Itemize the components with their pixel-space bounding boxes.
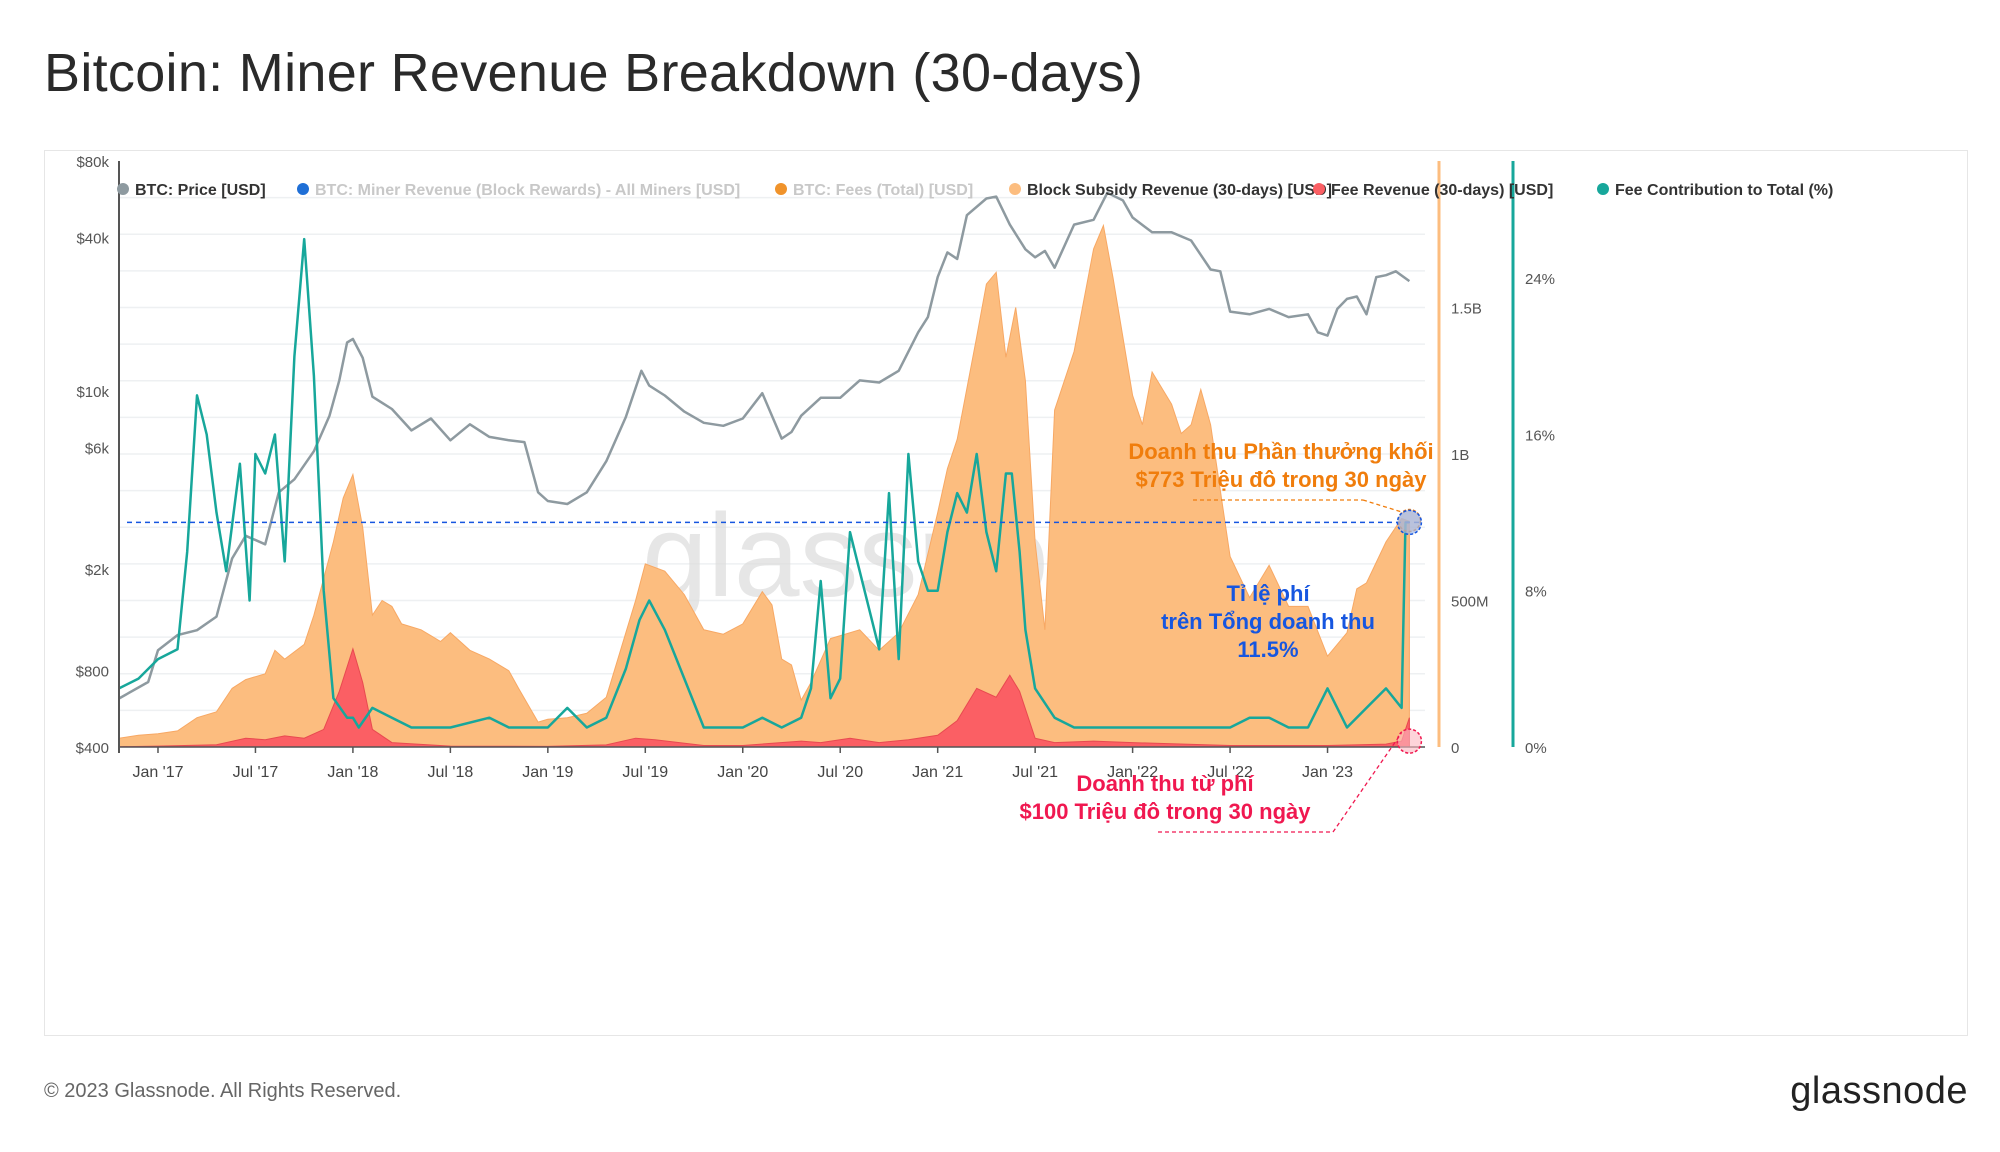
legend-label: Fee Contribution to Total (%) bbox=[1615, 182, 1833, 199]
x-tick-label: Jul '17 bbox=[233, 764, 279, 781]
fee-revenue-endpoint-marker bbox=[1396, 728, 1423, 754]
x-tick-label: Jul '22 bbox=[1207, 764, 1253, 781]
legend-item-fee-contribution-to-total[interactable]: Fee Contribution to Total (%) bbox=[1597, 182, 1833, 199]
area-layer bbox=[118, 223, 1410, 748]
legend-item-btc-fees-total-usd[interactable]: BTC: Fees (Total) [USD] bbox=[775, 182, 973, 199]
left-tick-label: $400 bbox=[76, 740, 109, 757]
right-tick-label: 0% bbox=[1525, 740, 1547, 757]
right-tick-label: 16% bbox=[1525, 427, 1555, 444]
left-tick-label: $80k bbox=[76, 154, 109, 171]
chart-container: glassnode $400 $800 $2k $6k $10k $40k $80k 0 500… bbox=[44, 150, 1968, 1036]
x-tick-label: Jan '20 bbox=[717, 764, 768, 781]
footer-copyright: © 2023 Glassnode. All Rights Reserved. bbox=[44, 1080, 402, 1102]
x-tick-label: Jan '18 bbox=[327, 764, 378, 781]
x-tick-label: Jul '21 bbox=[1012, 764, 1058, 781]
btc-price-line bbox=[118, 191, 1411, 700]
page-title: Bitcoin: Miner Revenue Breakdown (30-day… bbox=[44, 43, 1144, 103]
right-tick-label: 24% bbox=[1525, 271, 1555, 288]
x-tick-label: Jan '23 bbox=[1302, 764, 1353, 781]
left-tick-label: $2k bbox=[85, 562, 110, 579]
x-tick-label: Jan '22 bbox=[1107, 764, 1158, 781]
x-tick-label: Jan '21 bbox=[912, 764, 963, 781]
right-tick-label: 8% bbox=[1525, 584, 1547, 601]
annotation-text: Doanh thu Phần thưởng khối bbox=[1128, 439, 1433, 464]
legend-item-btc-miner-revenue-block-rewards-all-mine[interactable]: BTC: Miner Revenue (Block Rewards) - All… bbox=[297, 182, 740, 199]
annotation-text: $100 Triệu đô trong 30 ngày bbox=[1020, 799, 1312, 824]
fee-ratio-endpoint-marker bbox=[1396, 509, 1423, 536]
legend-dot bbox=[117, 183, 129, 195]
legend-label: Fee Revenue (30-days) [USD] bbox=[1331, 182, 1553, 199]
legend-label: BTC: Miner Revenue (Block Rewards) - All… bbox=[315, 182, 740, 199]
legend-dot bbox=[775, 183, 787, 195]
annotation-text: Tỉ lệ phí bbox=[1226, 581, 1310, 606]
legend-dot bbox=[297, 183, 309, 195]
legend-dot bbox=[1009, 183, 1021, 195]
legend-item-btc-price-usd[interactable]: BTC: Price [USD] bbox=[117, 182, 266, 199]
annotation-leader bbox=[1332, 732, 1402, 833]
middle-tick-label: 1B bbox=[1451, 447, 1469, 464]
left-tick-label: $800 bbox=[76, 663, 109, 680]
legend-dot bbox=[1313, 183, 1325, 195]
line-layer bbox=[118, 191, 1411, 729]
subsidy-revenue-area bbox=[118, 223, 1410, 748]
legend-item-fee-revenue-30-days-usd[interactable]: Fee Revenue (30-days) [USD] bbox=[1313, 182, 1553, 199]
annotation-text: trên Tổng doanh thu bbox=[1161, 609, 1375, 634]
legend-item-block-subsidy-revenue-30-days-usd[interactable]: Block Subsidy Revenue (30-days) [USD] bbox=[1009, 182, 1332, 199]
legend-label: Block Subsidy Revenue (30-days) [USD] bbox=[1027, 182, 1332, 199]
x-tick-label: Jul '19 bbox=[622, 764, 668, 781]
fee-contribution-line bbox=[118, 237, 1410, 729]
chart-canvas[interactable]: glassnode $400$800$2k$6k$10k$40k$80k0500… bbox=[45, 151, 1969, 1037]
legend-label: BTC: Price [USD] bbox=[135, 182, 266, 199]
footer-brand-logo: glassnode bbox=[1790, 1070, 1968, 1112]
annotation-text: $773 Triệu đô trong 30 ngày bbox=[1136, 467, 1428, 492]
legend-dot bbox=[1597, 183, 1609, 195]
annotation-text: 11.5% bbox=[1237, 637, 1298, 662]
middle-tick-label: 0 bbox=[1451, 740, 1459, 757]
x-tick-label: Jul '20 bbox=[817, 764, 863, 781]
axes: $400 $800 $2k $6k $10k $40k $80k 0 500M 1B 1.5B 0% 8… bbox=[76, 154, 1555, 781]
middle-tick-label: 500M bbox=[1451, 594, 1489, 611]
annotation-text: Doanh thu từ phí bbox=[1076, 771, 1254, 796]
annotations: Doanh thu Phần thưởng khối $773 Triệu đô … bbox=[127, 439, 1434, 833]
fee-revenue-area bbox=[118, 647, 1410, 748]
x-tick-label: Jan '17 bbox=[132, 764, 183, 781]
x-tick-label: Jul '18 bbox=[427, 764, 473, 781]
left-tick-label: $10k bbox=[76, 384, 109, 401]
middle-tick-label: 1.5B bbox=[1451, 301, 1482, 318]
x-tick-label: Jan '19 bbox=[522, 764, 573, 781]
left-tick-label: $40k bbox=[76, 231, 109, 248]
left-tick-label: $6k bbox=[85, 440, 110, 457]
annotation-leader bbox=[1362, 499, 1404, 514]
legend[interactable]: BTC: Price [USD] BTC: Miner Revenue (Bloc… bbox=[117, 182, 1833, 199]
legend-label: BTC: Fees (Total) [USD] bbox=[793, 182, 973, 199]
